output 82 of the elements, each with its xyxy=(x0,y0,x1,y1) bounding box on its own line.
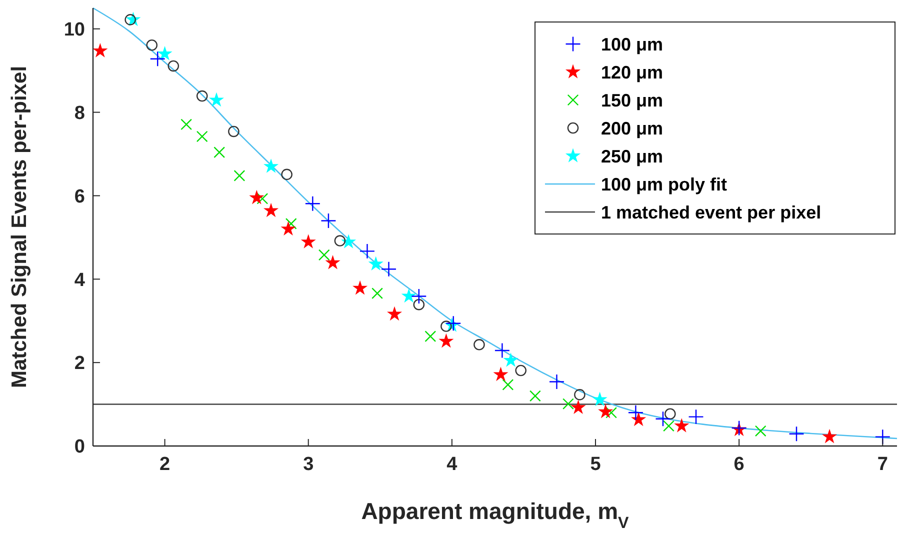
point xyxy=(494,342,510,358)
point xyxy=(228,126,240,138)
legend-label: 100 μm xyxy=(601,34,664,54)
point xyxy=(424,330,436,342)
point xyxy=(158,47,172,60)
point xyxy=(494,368,508,380)
x-tick-label: 4 xyxy=(446,454,458,475)
point xyxy=(574,389,586,400)
point xyxy=(318,249,330,261)
y-tick-label: 10 xyxy=(64,20,85,41)
point xyxy=(326,256,340,268)
point xyxy=(688,408,704,425)
point xyxy=(562,398,574,410)
x-tick-label: 7 xyxy=(877,454,888,475)
point xyxy=(354,282,366,294)
point xyxy=(196,130,208,142)
point xyxy=(529,390,541,402)
y-tick-label: 0 xyxy=(74,436,85,458)
point xyxy=(196,90,208,102)
legend-label: 100 μm poly fit xyxy=(601,174,728,194)
legend-label: 200 μm xyxy=(601,118,664,138)
y-tick-label: 8 xyxy=(74,102,85,124)
x-tick-label: 3 xyxy=(303,454,314,475)
point xyxy=(504,354,518,366)
point xyxy=(180,118,192,130)
legend-label: 250 μm xyxy=(601,146,664,166)
point xyxy=(754,425,766,437)
x-tick-label: 2 xyxy=(159,454,170,475)
point xyxy=(599,405,612,418)
point xyxy=(632,413,645,426)
point xyxy=(281,168,292,180)
y-tick-label: 4 xyxy=(74,270,86,291)
point xyxy=(664,408,676,420)
y-axis-title: Matched Signal Events per-pixel xyxy=(8,66,31,388)
point xyxy=(234,170,246,182)
point xyxy=(440,320,452,332)
point xyxy=(94,44,106,56)
x-tick-label: 6 xyxy=(734,454,744,475)
x-axis-title: Apparent magnitude, m$_{V}$ xyxy=(361,498,630,532)
point xyxy=(594,393,606,406)
point xyxy=(515,364,526,376)
point xyxy=(264,204,278,216)
point xyxy=(380,261,397,277)
point xyxy=(214,146,226,158)
point xyxy=(264,160,278,172)
point xyxy=(628,404,644,420)
point xyxy=(370,258,382,270)
point xyxy=(282,222,295,235)
point xyxy=(655,411,671,427)
point xyxy=(146,39,158,51)
point xyxy=(788,426,804,442)
point xyxy=(440,334,452,347)
point xyxy=(502,378,514,390)
line-series xyxy=(92,7,898,440)
point xyxy=(334,235,346,246)
point xyxy=(359,243,376,260)
point xyxy=(372,288,383,300)
point xyxy=(663,420,674,432)
point xyxy=(388,308,401,320)
legend-label: 1 matched event per pixel xyxy=(601,202,822,222)
point xyxy=(402,290,416,302)
y-tick-label: 6 xyxy=(74,186,85,208)
point xyxy=(210,94,223,106)
point xyxy=(304,196,320,212)
point xyxy=(150,51,166,67)
point xyxy=(302,235,315,248)
point xyxy=(320,212,336,229)
legend-label: 150 μm xyxy=(601,90,664,110)
point xyxy=(250,191,263,204)
legend-label: 120 μm xyxy=(601,62,664,82)
point xyxy=(823,430,836,442)
point xyxy=(168,60,180,72)
point xyxy=(606,406,618,418)
x-tick-label: 5 xyxy=(590,454,602,475)
y-tick-label: 2 xyxy=(74,353,85,374)
point xyxy=(413,298,425,310)
point xyxy=(548,374,565,390)
point xyxy=(675,419,688,432)
point xyxy=(474,339,485,350)
point xyxy=(342,235,355,248)
point xyxy=(572,401,585,414)
point xyxy=(411,288,427,304)
